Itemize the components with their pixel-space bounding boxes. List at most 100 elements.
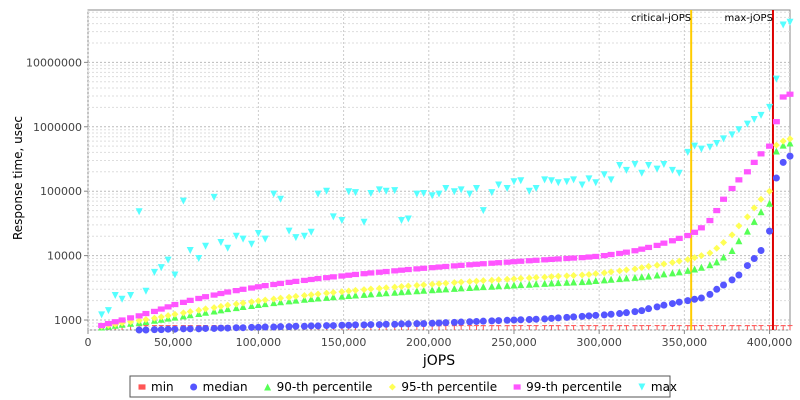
data-point: [570, 313, 578, 321]
data-point: [210, 193, 218, 201]
data-point: [697, 263, 705, 271]
data-point: [735, 271, 743, 279]
data-point: [517, 281, 525, 289]
data-point: [345, 292, 353, 300]
data-point: [323, 187, 331, 195]
data-point: [532, 274, 540, 282]
data-point: [720, 238, 728, 246]
data-point: [248, 302, 256, 310]
data-point: [653, 303, 661, 311]
data-point: [248, 323, 256, 331]
data-point: [157, 326, 165, 334]
data-point: [171, 325, 179, 333]
data-point: [224, 301, 232, 309]
data-point: [554, 279, 562, 287]
data-point: [713, 244, 721, 252]
data-point: [592, 311, 600, 319]
data-point: [307, 291, 315, 299]
data-point: [186, 247, 194, 255]
data-point: [660, 240, 668, 246]
data-point: [367, 270, 375, 276]
data-point: [428, 286, 436, 294]
data-point: [360, 271, 368, 277]
data-point: [135, 313, 143, 319]
data-point: [525, 187, 533, 195]
data-point: [600, 311, 608, 319]
data-point: [404, 282, 412, 290]
data-point: [570, 255, 578, 261]
data-point: [375, 289, 383, 297]
data-point: [398, 288, 406, 296]
data-point: [270, 323, 278, 331]
data-point: [668, 269, 676, 277]
data-point: [691, 295, 699, 303]
data-point: [563, 278, 571, 286]
data-point: [261, 300, 269, 308]
data-point: [442, 279, 450, 287]
data-point: [277, 280, 285, 287]
data-point: [164, 325, 172, 333]
data-point: [503, 281, 511, 289]
data-point: [495, 276, 503, 284]
data-point: [592, 253, 600, 260]
data-point: [547, 256, 555, 262]
data-point: [570, 176, 578, 184]
data-point: [743, 213, 751, 221]
data-point: [684, 148, 692, 156]
legend-swatch: [138, 384, 146, 390]
data-point: [300, 292, 308, 300]
data-point: [329, 213, 337, 221]
data-point: [607, 275, 615, 283]
data-point: [382, 284, 390, 292]
data-point: [592, 277, 600, 285]
data-point: [413, 281, 421, 289]
series-max: [98, 18, 794, 319]
data-point: [307, 295, 315, 303]
data-point: [631, 160, 639, 168]
data-point: [479, 207, 487, 215]
data-point: [691, 142, 699, 150]
data-point: [638, 307, 646, 315]
data-point: [472, 317, 480, 325]
data-point: [638, 246, 646, 252]
data-point: [750, 159, 758, 166]
data-point: [104, 307, 112, 315]
data-point: [150, 308, 158, 315]
data-point: [157, 264, 165, 272]
data-point: [766, 187, 774, 195]
series-95-th-percentile: [98, 135, 794, 330]
data-point: [420, 320, 428, 328]
data-point: [766, 227, 774, 235]
data-point: [757, 195, 765, 203]
data-point: [684, 256, 692, 264]
data-point: [404, 215, 412, 223]
data-point: [466, 283, 474, 291]
data-point: [300, 232, 308, 240]
data-point: [171, 310, 179, 318]
data-point: [541, 315, 549, 323]
data-point: [232, 300, 240, 308]
data-point: [135, 326, 143, 334]
data-point: [179, 325, 187, 333]
data-point: [195, 255, 203, 263]
data-point: [435, 264, 443, 270]
data-point: [398, 320, 406, 328]
data-point: [382, 320, 390, 328]
data-point: [713, 207, 721, 214]
data-point: [142, 326, 150, 334]
data-point: [728, 185, 736, 192]
data-point: [150, 314, 158, 322]
x-axis-title: jOPS: [422, 353, 455, 369]
legend-swatch: [513, 384, 521, 390]
data-point: [510, 178, 518, 186]
data-point: [186, 325, 194, 333]
data-point: [323, 293, 331, 301]
data-point: [345, 321, 353, 329]
data-point: [525, 280, 533, 288]
x-tick-label: 0: [85, 336, 92, 349]
data-point: [413, 287, 421, 295]
legend-label: median: [203, 380, 248, 394]
data-point: [503, 259, 511, 265]
data-point: [254, 323, 262, 331]
data-point: [585, 277, 593, 285]
